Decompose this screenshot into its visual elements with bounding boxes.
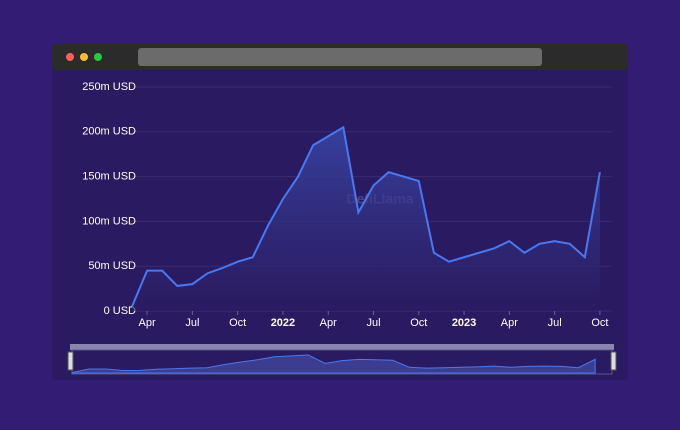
slider-handle-left[interactable] xyxy=(67,351,74,371)
line xyxy=(131,125,601,307)
slider-handle-right[interactable] xyxy=(610,351,617,371)
area xyxy=(132,127,600,311)
x-tick-label: Oct xyxy=(410,317,427,329)
x-tick-label: Apr xyxy=(139,317,156,329)
plot: 0 USD 50m USD 100m USD 150m USD 200m USD 250m… xyxy=(71,81,612,374)
x-tick-label: Jul xyxy=(185,317,199,329)
minimize-button[interactable] xyxy=(80,53,88,61)
maximize-button[interactable] xyxy=(94,53,102,61)
y-tick-label: 150m USD xyxy=(82,171,136,183)
x-tick-label: 2023 xyxy=(452,317,476,329)
x-tick-label: 2022 xyxy=(271,317,295,329)
y-tick-label: 100m USD xyxy=(82,215,136,227)
x-tick-label: Jul xyxy=(548,317,562,329)
x-tick-label: Apr xyxy=(320,317,337,329)
x-tick-label: Oct xyxy=(229,317,246,329)
close-button[interactable] xyxy=(66,53,74,61)
y-tick-label: 250m USD xyxy=(82,81,136,93)
x-tick-label: Jul xyxy=(366,317,380,329)
y-tick-label: 50m USD xyxy=(88,260,136,272)
address-bar[interactable] xyxy=(138,48,542,66)
overview-area xyxy=(71,354,596,374)
x-tick-label: Oct xyxy=(591,317,608,329)
x-tick-label: Apr xyxy=(501,317,518,329)
y-tick-label: 200m USD xyxy=(82,126,136,138)
slider-bar[interactable] xyxy=(70,344,614,350)
y-tick-label: 0 USD xyxy=(104,305,136,317)
